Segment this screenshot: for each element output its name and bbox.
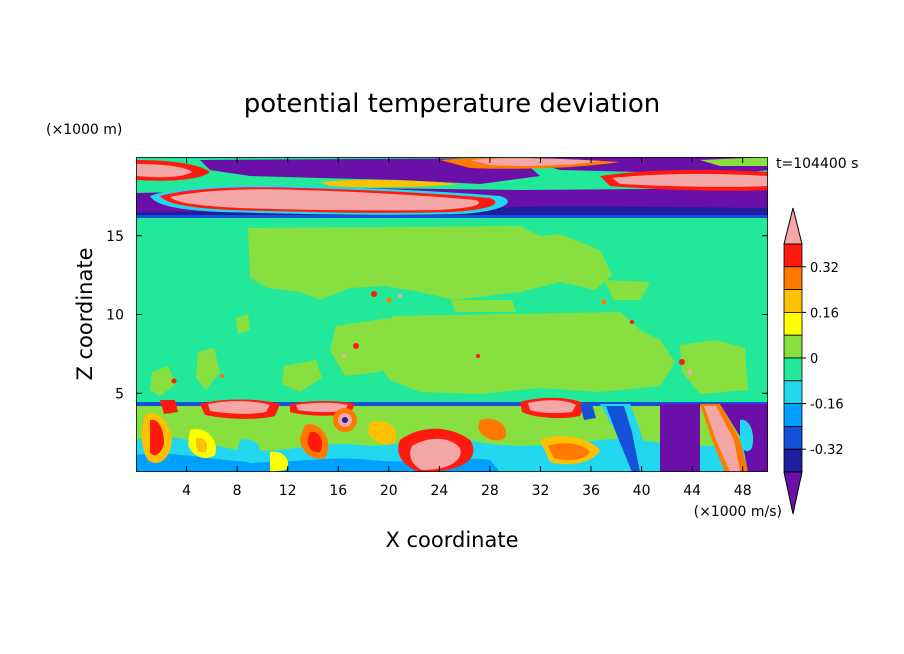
- x-tick-label: 48: [734, 483, 752, 499]
- colorbar-segment: [783, 380, 803, 404]
- colorbar-segment: [783, 448, 803, 473]
- boundary-layer-structures: [136, 397, 768, 472]
- colorbar-label: -0.32: [810, 443, 844, 458]
- x-tick-label: 12: [279, 483, 297, 499]
- x-unit-label: (×1000 m/s): [694, 504, 782, 520]
- colorbar-label: 0: [810, 352, 818, 367]
- mid-layer-specks: [171, 291, 693, 384]
- x-tick-label: 44: [683, 483, 701, 499]
- colorbar-segment: [783, 403, 803, 427]
- stratosphere-bands: [136, 157, 768, 218]
- y-tick-label: 15: [106, 229, 124, 245]
- x-tick-label: 20: [380, 483, 398, 499]
- weak-positive-patches: [150, 226, 748, 396]
- x-tick-label: 8: [233, 483, 242, 499]
- colorbar-bottom-arrow: [783, 471, 803, 515]
- chart-title: potential temperature deviation: [244, 89, 660, 119]
- x-tick-label: 28: [481, 483, 499, 499]
- x-tick-label: 32: [532, 483, 550, 499]
- y-axis-label: Z coordinate: [73, 247, 97, 380]
- time-label: t=104400 s: [776, 156, 858, 172]
- x-axis: 4 8 12 16 20 24 28 32 36 40 44 48: [182, 157, 752, 499]
- y-tick-label: 5: [115, 386, 124, 402]
- colorbar-label: 0.16: [810, 306, 839, 321]
- colorbar-segment: [783, 334, 803, 359]
- y-axis: 5 10 15: [106, 229, 768, 402]
- colorbar-segment: [783, 266, 803, 290]
- y-tick-label: 10: [106, 308, 124, 324]
- colorbar-segment: [783, 425, 803, 450]
- x-tick-label: 40: [633, 483, 651, 499]
- colorbar-segment: [783, 289, 803, 313]
- colorbar-label: -0.16: [810, 398, 844, 413]
- colorbar: 0.32 0.16 0 -0.16 -0.32: [783, 207, 844, 515]
- colorbar-segment: [783, 357, 803, 382]
- colorbar-segment: [783, 311, 803, 336]
- x-tick-label: 4: [182, 483, 191, 499]
- colorbar-segment: [783, 243, 803, 268]
- y-unit-label: (×1000 m): [46, 122, 122, 138]
- x-axis-label: X coordinate: [385, 528, 518, 552]
- colorbar-label: 0.32: [810, 261, 839, 276]
- x-tick-label: 16: [329, 483, 347, 499]
- boundary-top-band: [136, 402, 768, 406]
- colorbar-top-arrow: [783, 207, 803, 245]
- tropopause-band: [136, 215, 768, 218]
- x-tick-label: 36: [582, 483, 600, 499]
- plot-field: [136, 157, 768, 472]
- x-tick-label: 24: [430, 483, 448, 499]
